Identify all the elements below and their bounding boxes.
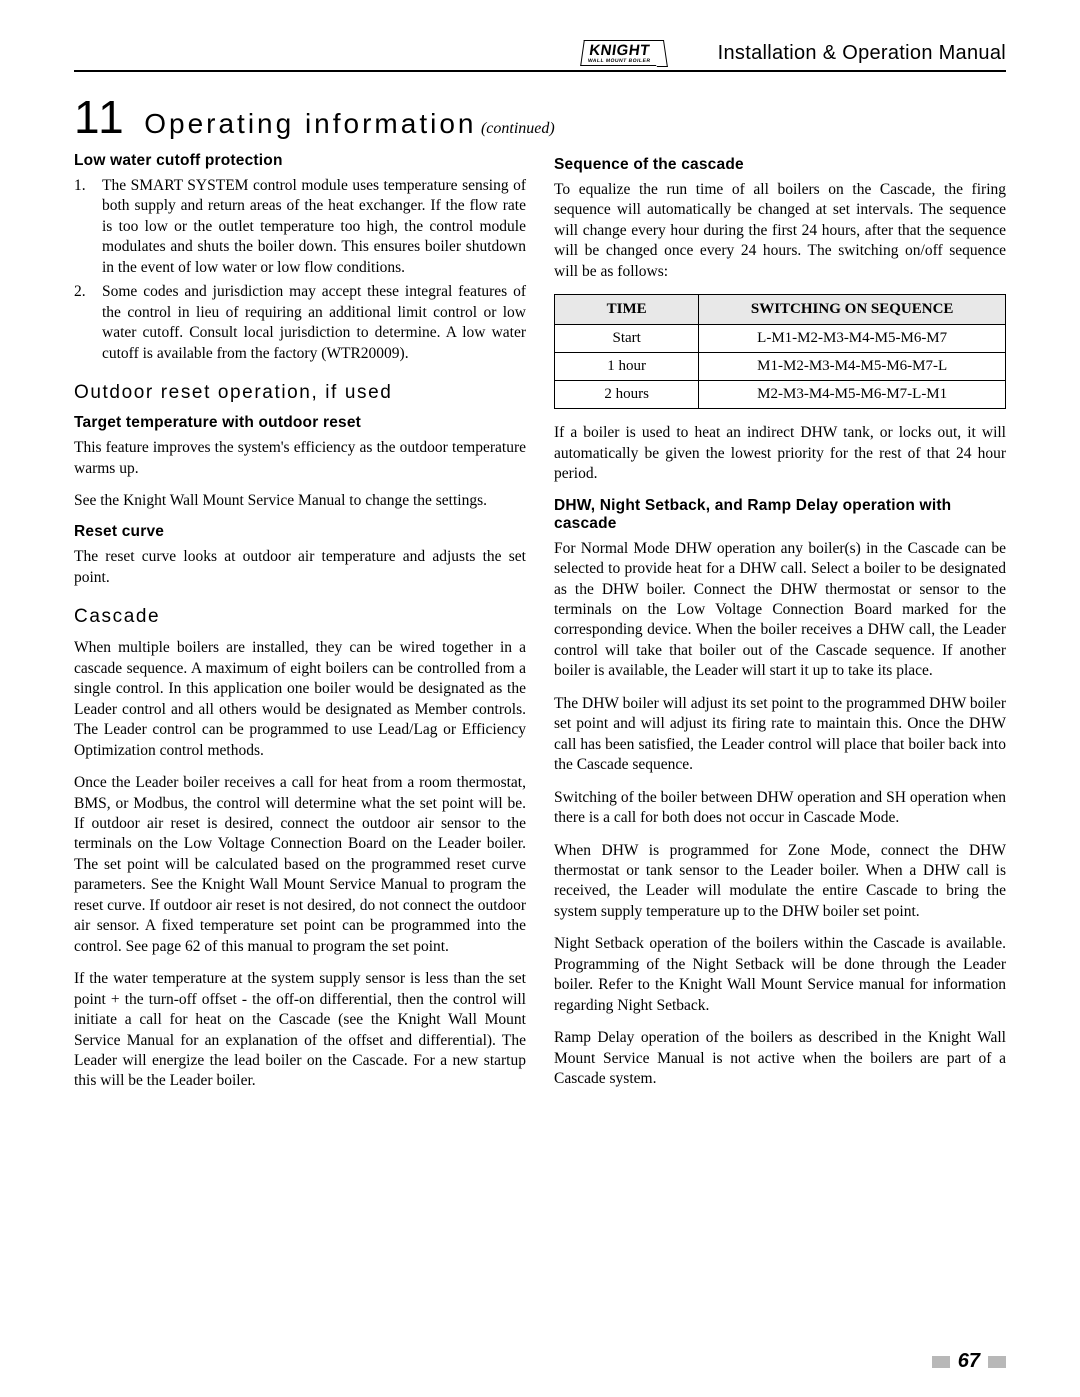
paragraph: Ramp Delay operation of the boilers as d… [554,1028,1006,1089]
table-cell: 1 hour [555,353,699,381]
logo-subtext: WALL MOUNT BOILER [588,58,651,64]
low-water-list: 1. The SMART SYSTEM control module uses … [74,176,526,364]
paragraph: See the Knight Wall Mount Service Manual… [74,491,526,511]
paragraph: The DHW boiler will adjust its set point… [554,694,1006,776]
paragraph: When multiple boilers are installed, the… [74,638,526,761]
heading-outdoor-reset: Outdoor reset operation, if used [74,382,526,404]
right-column: Sequence of the cascade To equalize the … [554,152,1006,1104]
content-columns: Low water cutoff protection 1. The SMART… [74,152,1006,1104]
list-item: 2. Some codes and jurisdiction may accep… [74,282,526,364]
list-number: 2. [74,282,86,302]
table-row: Start L-M1-M2-M3-M4-M5-M6-M7 [555,325,1006,353]
list-text: The SMART SYSTEM control module uses tem… [102,177,526,276]
paragraph: Once the Leader boiler receives a call f… [74,773,526,957]
section-title: 11 Operating information (continued) [74,90,1006,144]
table-cell: M1-M2-M3-M4-M5-M6-M7-L [699,353,1006,381]
section-continued: (continued) [481,120,555,137]
table-header-row: TIME SWITCHING ON SEQUENCE [555,295,1006,325]
brand-logo: KNIGHT WALL MOUNT BOILER [580,40,659,66]
header-bar: KNIGHT WALL MOUNT BOILER Installation & … [74,40,1006,72]
table-cell: 2 hours [555,381,699,409]
paragraph: To equalize the run time of all boilers … [554,180,1006,282]
heading-low-water: Low water cutoff protection [74,152,526,170]
paragraph: Switching of the boiler between DHW oper… [554,788,1006,829]
table-cell: M2-M3-M4-M5-M6-M7-L-M1 [699,381,1006,409]
list-item: 1. The SMART SYSTEM control module uses … [74,176,526,278]
list-text: Some codes and jurisdiction may accept t… [102,283,526,361]
table-header: TIME [555,295,699,325]
left-column: Low water cutoff protection 1. The SMART… [74,152,526,1104]
table-cell: Start [555,325,699,353]
sequence-table: TIME SWITCHING ON SEQUENCE Start L-M1-M2… [554,294,1006,409]
paragraph: For Normal Mode DHW operation any boiler… [554,539,1006,682]
page-number: 67 [958,1350,980,1373]
footer-decoration-left [932,1356,950,1368]
section-number: 11 [74,91,126,143]
heading-reset-curve: Reset curve [74,523,526,541]
paragraph: Night Setback operation of the boilers w… [554,934,1006,1016]
paragraph: This feature improves the system's effic… [74,438,526,479]
list-number: 1. [74,176,86,196]
paragraph: When DHW is programmed for Zone Mode, co… [554,841,1006,923]
page: KNIGHT WALL MOUNT BOILER Installation & … [0,0,1080,1397]
table-header: SWITCHING ON SEQUENCE [699,295,1006,325]
table-cell: L-M1-M2-M3-M4-M5-M6-M7 [699,325,1006,353]
page-footer: 67 [932,1350,1006,1373]
heading-sequence: Sequence of the cascade [554,156,1006,174]
logo-text: KNIGHT [588,42,651,59]
paragraph: If a boiler is used to heat an indirect … [554,423,1006,484]
paragraph: If the water temperature at the system s… [74,969,526,1092]
footer-decoration-right [988,1356,1006,1368]
table-row: 2 hours M2-M3-M4-M5-M6-M7-L-M1 [555,381,1006,409]
heading-cascade: Cascade [74,606,526,628]
manual-title: Installation & Operation Manual [718,42,1006,65]
section-name: Operating information [144,108,476,139]
heading-target-temp: Target temperature with outdoor reset [74,414,526,432]
paragraph: The reset curve looks at outdoor air tem… [74,547,526,588]
heading-dhw: DHW, Night Setback, and Ramp Delay opera… [554,497,1006,533]
table-row: 1 hour M1-M2-M3-M4-M5-M6-M7-L [555,353,1006,381]
